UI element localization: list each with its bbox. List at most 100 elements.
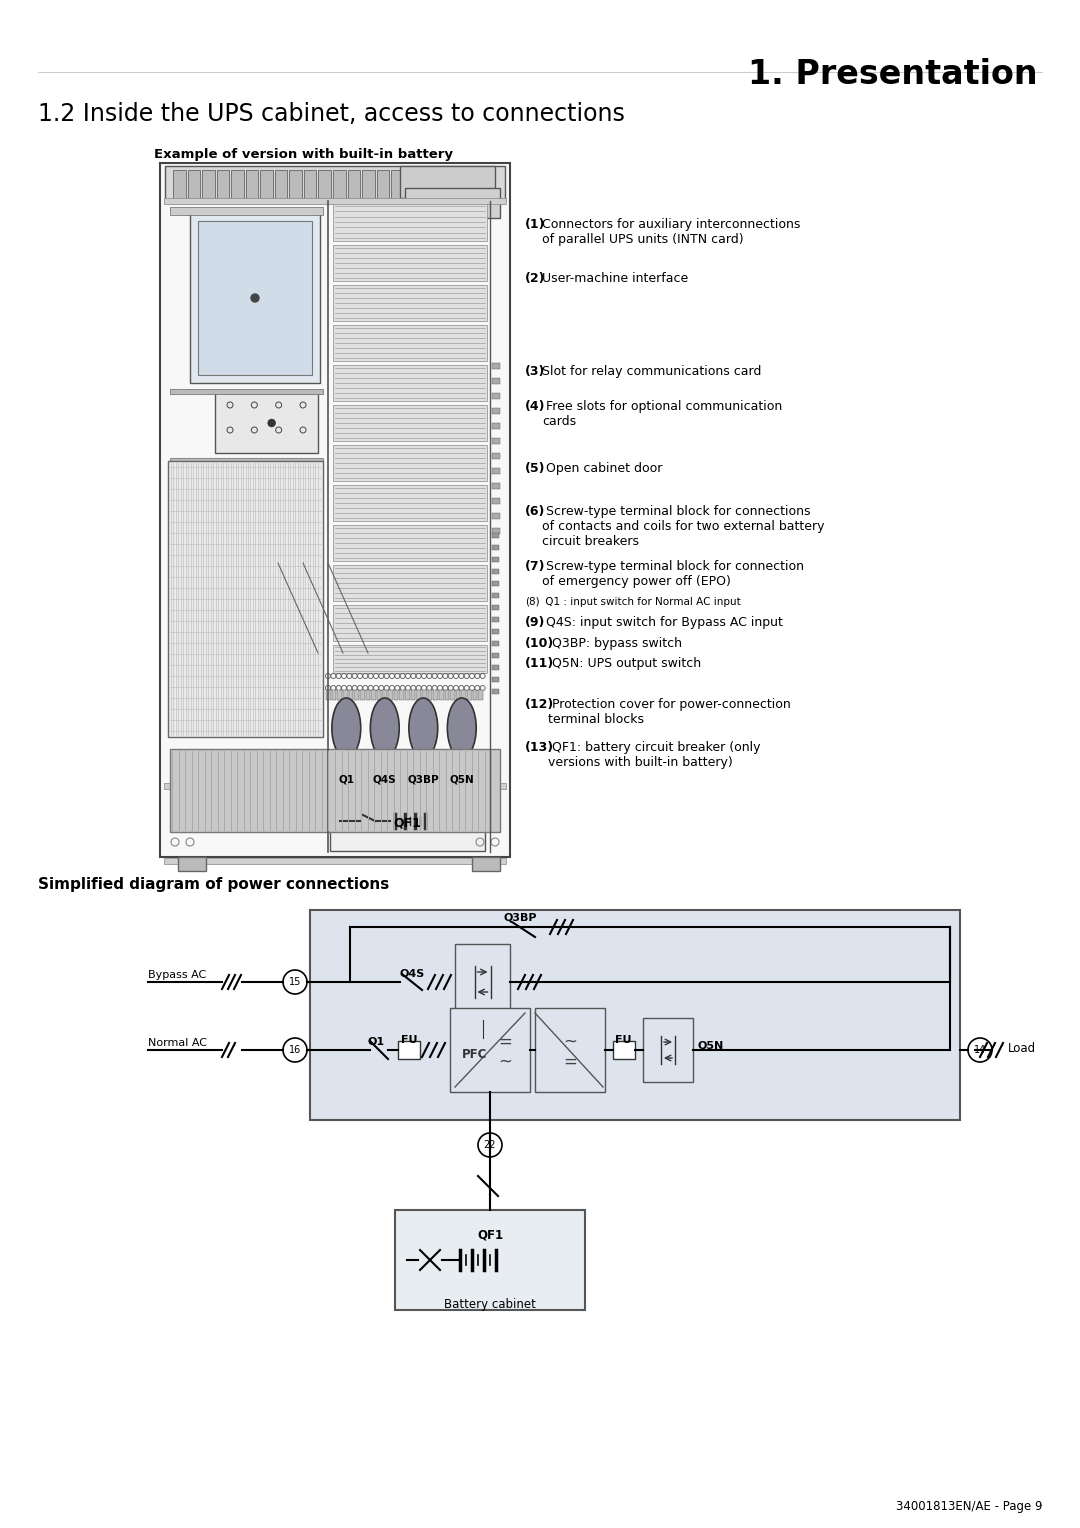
- Bar: [170, 458, 323, 463]
- Bar: [428, 691, 432, 700]
- Circle shape: [350, 778, 353, 782]
- Text: (10): (10): [525, 637, 554, 649]
- Ellipse shape: [332, 698, 361, 758]
- Text: Q3BP: Q3BP: [503, 914, 537, 923]
- Text: 22: 22: [484, 1140, 496, 1151]
- Bar: [372, 691, 376, 700]
- Bar: [492, 377, 500, 384]
- Bar: [391, 170, 404, 199]
- Bar: [333, 484, 487, 521]
- Bar: [303, 170, 316, 199]
- Text: =: =: [563, 1053, 577, 1071]
- Bar: [492, 677, 499, 681]
- Bar: [332, 691, 336, 700]
- Text: Q3BP: Q3BP: [407, 775, 440, 785]
- Bar: [173, 170, 186, 199]
- Text: PFC: PFC: [462, 1048, 487, 1060]
- Circle shape: [462, 778, 467, 782]
- Bar: [435, 170, 447, 199]
- Text: Q5N: Q5N: [698, 1041, 725, 1051]
- Circle shape: [401, 778, 404, 782]
- Bar: [492, 642, 499, 646]
- Text: (3): (3): [525, 365, 545, 377]
- Bar: [410, 691, 416, 700]
- Bar: [478, 691, 483, 700]
- Text: QF1: QF1: [393, 816, 421, 830]
- Bar: [362, 170, 375, 199]
- Circle shape: [251, 293, 259, 303]
- Bar: [456, 691, 460, 700]
- Circle shape: [361, 778, 365, 782]
- Bar: [198, 222, 312, 374]
- Bar: [333, 244, 487, 281]
- Bar: [215, 393, 318, 452]
- Bar: [492, 483, 500, 489]
- Bar: [333, 286, 487, 321]
- Bar: [492, 529, 500, 533]
- Bar: [420, 170, 433, 199]
- Circle shape: [447, 200, 453, 206]
- Bar: [492, 513, 500, 520]
- Text: (9): (9): [525, 616, 545, 630]
- Bar: [492, 665, 499, 669]
- Bar: [492, 468, 500, 474]
- Circle shape: [451, 778, 455, 782]
- Text: 34001813EN/AE - Page 9: 34001813EN/AE - Page 9: [895, 1500, 1042, 1513]
- Bar: [492, 364, 500, 368]
- Bar: [188, 170, 200, 199]
- Bar: [400, 167, 495, 199]
- Bar: [388, 691, 393, 700]
- Bar: [416, 691, 421, 700]
- Bar: [395, 1210, 585, 1309]
- Text: Q5N: UPS output switch: Q5N: UPS output switch: [549, 657, 701, 669]
- Bar: [613, 1041, 635, 1059]
- Text: (7): (7): [525, 559, 545, 573]
- Circle shape: [474, 778, 477, 782]
- Text: Screw-type terminal block for connections
of contacts and coils for two external: Screw-type terminal block for connection…: [542, 504, 825, 549]
- Text: (11): (11): [525, 657, 554, 669]
- Text: Q4S: input switch for Bypass AC input: Q4S: input switch for Bypass AC input: [542, 616, 783, 630]
- Text: 16: 16: [288, 1045, 301, 1054]
- Bar: [333, 645, 487, 672]
- Text: (6): (6): [525, 504, 545, 518]
- Bar: [289, 170, 302, 199]
- Bar: [492, 652, 499, 659]
- Bar: [492, 605, 499, 610]
- Ellipse shape: [447, 698, 476, 758]
- Circle shape: [417, 778, 421, 782]
- Bar: [164, 859, 507, 863]
- Text: FU: FU: [401, 1034, 418, 1045]
- Bar: [438, 691, 444, 700]
- Text: Q1: Q1: [338, 775, 354, 785]
- Bar: [382, 691, 387, 700]
- Bar: [492, 393, 500, 399]
- Text: Bypass AC: Bypass AC: [148, 970, 206, 979]
- Text: (1): (1): [525, 219, 545, 231]
- Bar: [326, 691, 330, 700]
- Bar: [405, 188, 500, 219]
- Text: Simplified diagram of power connections: Simplified diagram of power connections: [38, 877, 389, 892]
- Bar: [492, 568, 499, 575]
- Bar: [202, 170, 215, 199]
- Bar: [492, 689, 499, 694]
- Text: 1.2 Inside the UPS cabinet, access to connections: 1.2 Inside the UPS cabinet, access to co…: [38, 102, 625, 125]
- Bar: [492, 593, 499, 597]
- Bar: [349, 691, 353, 700]
- Bar: [377, 170, 389, 199]
- Bar: [217, 170, 229, 199]
- Text: ~: ~: [563, 1033, 577, 1051]
- Bar: [461, 691, 467, 700]
- Bar: [492, 581, 499, 587]
- Circle shape: [406, 778, 410, 782]
- Ellipse shape: [409, 698, 437, 758]
- Bar: [492, 630, 499, 634]
- Text: (4): (4): [525, 400, 545, 413]
- Circle shape: [480, 778, 484, 782]
- Bar: [450, 691, 455, 700]
- Bar: [319, 170, 330, 199]
- Bar: [333, 203, 487, 241]
- Bar: [164, 199, 507, 205]
- Bar: [377, 691, 381, 700]
- Bar: [348, 170, 360, 199]
- Bar: [170, 206, 323, 215]
